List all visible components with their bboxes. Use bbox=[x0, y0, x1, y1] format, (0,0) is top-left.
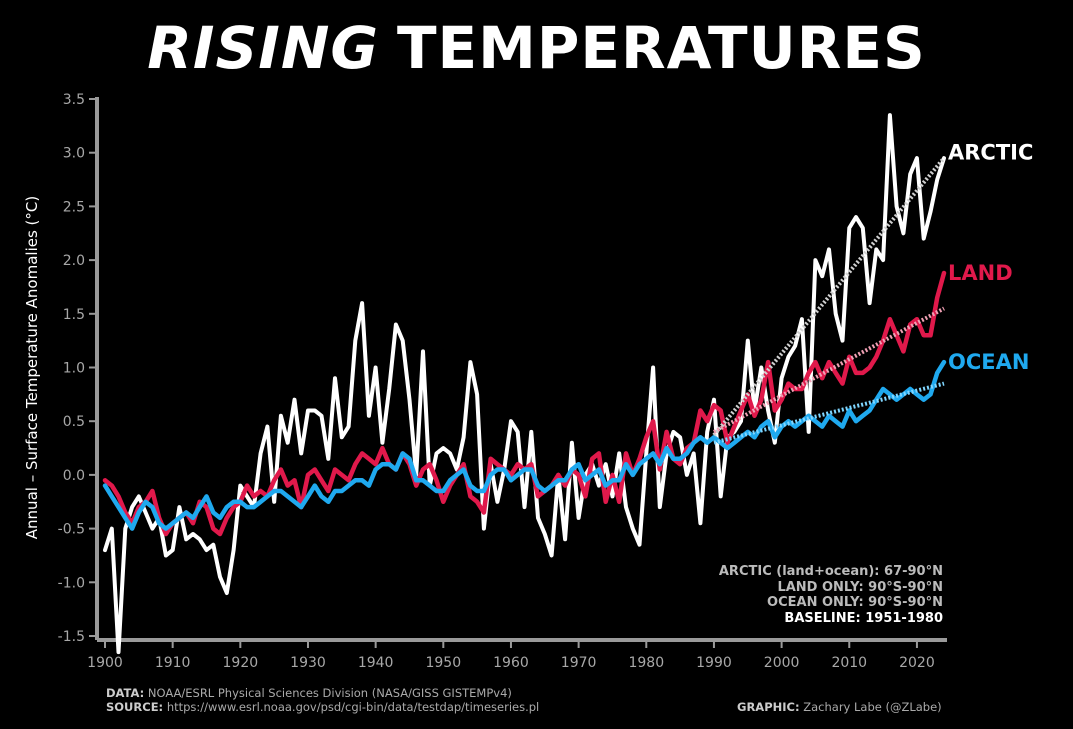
x-tick-label: 2000 bbox=[764, 655, 800, 671]
y-tick-label: 0.0 bbox=[63, 468, 85, 484]
chart-notes: ARCTIC (land+ocean): 67-90°N LAND ONLY: … bbox=[719, 564, 943, 626]
y-tick-label: 3.0 bbox=[63, 146, 85, 162]
y-tick-label: 3.5 bbox=[63, 92, 85, 108]
x-tick-label: 1960 bbox=[493, 655, 529, 671]
series-label-land: LAND bbox=[948, 261, 1013, 285]
x-tick-label: 1980 bbox=[628, 655, 664, 671]
footer-data-text: NOAA/ESRL Physical Sciences Division (NA… bbox=[147, 686, 512, 700]
footer-source-text: https://www.esrl.noaa.gov/psd/cgi-bin/da… bbox=[166, 700, 540, 714]
x-tick-label: 1930 bbox=[290, 655, 326, 671]
y-tick-label: 0.5 bbox=[63, 414, 85, 430]
trend-line-arctic bbox=[712, 156, 946, 437]
y-tick-label: 2.5 bbox=[63, 199, 85, 215]
x-tick-label: 2010 bbox=[831, 655, 867, 671]
x-tick-label: 1950 bbox=[425, 655, 461, 671]
note-land: LAND ONLY: 90°S-90°N bbox=[777, 579, 943, 595]
x-tick-label: 2020 bbox=[899, 655, 935, 671]
series-label-ocean: OCEAN bbox=[948, 350, 1029, 374]
x-tick-label: 1970 bbox=[561, 655, 597, 671]
y-tick-label: 1.0 bbox=[63, 361, 85, 377]
y-tick-label: 1.5 bbox=[63, 307, 85, 323]
footer-graphic-text: Zachary Labe (@ZLabe) bbox=[803, 700, 942, 714]
x-tick-label: 1940 bbox=[358, 655, 394, 671]
title-rest: TEMPERATURES bbox=[396, 14, 926, 82]
footer-credits: DATA: NOAA/ESRL Physical Sciences Divisi… bbox=[106, 686, 539, 714]
footer-graphic-label: GRAPHIC: bbox=[737, 700, 800, 714]
title-italic: RISING bbox=[147, 14, 379, 82]
note-ocean: OCEAN ONLY: 90°S-90°N bbox=[767, 595, 943, 610]
x-tick-label: 1910 bbox=[155, 655, 191, 671]
x-tick-label: 1920 bbox=[223, 655, 259, 671]
trend-line-ocean bbox=[713, 381, 945, 445]
series-label-arctic: ARCTIC bbox=[948, 141, 1033, 165]
footer-data-label: DATA: bbox=[106, 686, 145, 700]
y-tick-label: -1.0 bbox=[58, 575, 85, 591]
y-axis-label: Annual – Surface Temperature Anomalies (… bbox=[23, 196, 41, 539]
y-tick-label: -1.5 bbox=[58, 629, 85, 645]
footer-source-label: SOURCE: bbox=[106, 700, 164, 714]
note-baseline: BASELINE: 1951-1980 bbox=[784, 610, 943, 626]
x-tick-label: 1990 bbox=[696, 655, 732, 671]
y-tick-label: 2.0 bbox=[63, 253, 85, 269]
footer-graphic: GRAPHIC: Zachary Labe (@ZLabe) bbox=[737, 700, 942, 714]
y-tick-label: -0.5 bbox=[58, 522, 85, 538]
chart-title: RISING TEMPERATURES bbox=[0, 14, 1073, 82]
x-tick-label: 1900 bbox=[87, 655, 123, 671]
note-arctic: ARCTIC (land+ocean): 67-90°N bbox=[718, 564, 943, 579]
trend-line-land bbox=[713, 306, 945, 434]
